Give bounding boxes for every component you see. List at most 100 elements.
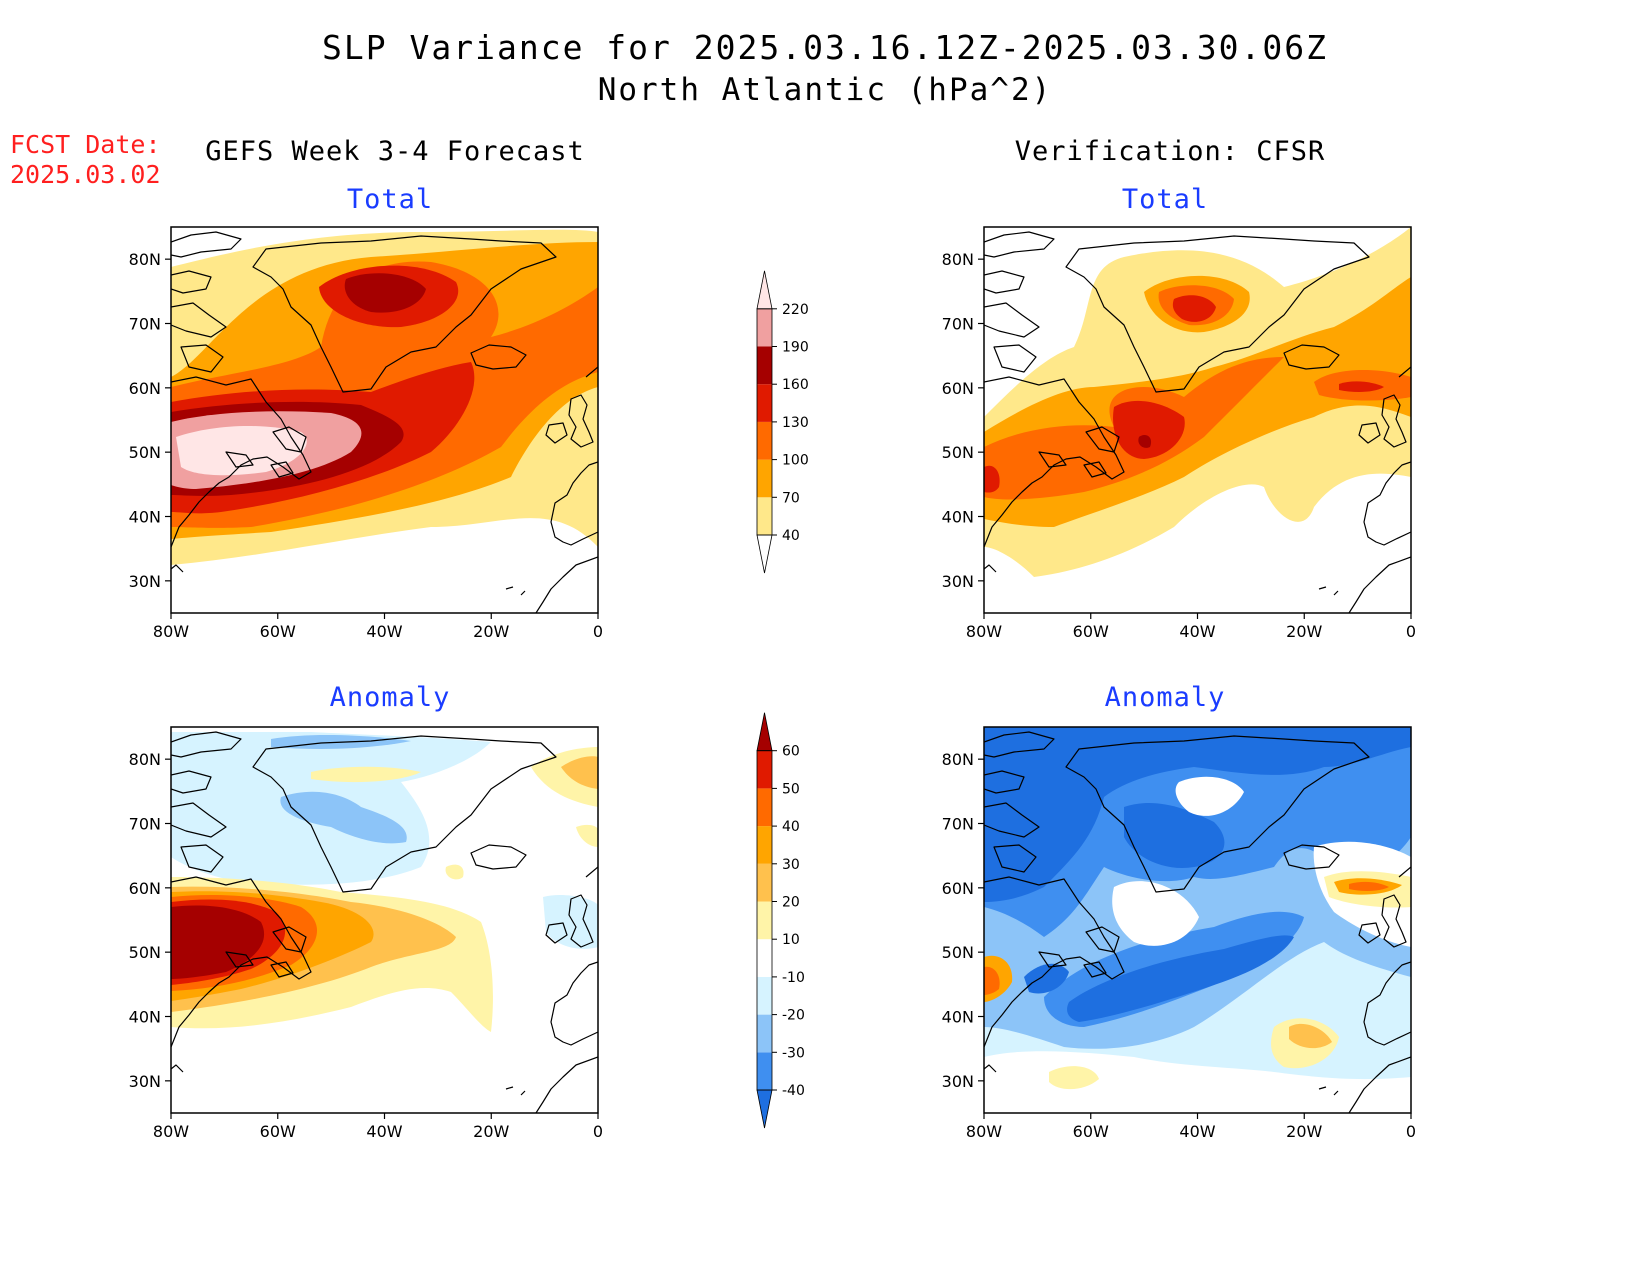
fcst-date-value: 2025.03.02 [10,160,161,189]
lon-tick-label: 0 [593,1122,603,1141]
colorbar-level-label: 70 [782,490,800,506]
lon-tick-label: 60W [260,1122,296,1141]
lat-tick-label: 40N [942,1008,974,1027]
lat-tick-label: 50N [129,943,161,962]
lat-tick-label: 30N [942,1072,974,1091]
contour-plus40-west [984,966,1000,995]
contour-plus40-e [1349,881,1389,892]
colorbar-band [757,497,772,535]
lon-tick-label: 60W [1073,1122,1109,1141]
contour-minus40 [984,727,1411,902]
contour-neutral-2 [1175,776,1244,816]
contour-130-greenland [1172,295,1216,322]
colorbar-band [757,976,772,1015]
colorbar-band [757,1052,772,1090]
colorbar-band [757,826,772,864]
colorbar-band [757,939,772,977]
lon-tick-label: 40W [1179,1122,1215,1141]
map-panel-verification-anomaly [983,726,1412,1114]
colorbar-level-label: 40 [782,819,800,835]
colorbar-band [757,863,772,902]
right-column-header: Verification: CFSR [1014,136,1326,167]
lon-tick-label: 60W [260,622,296,641]
lat-tick-label: 30N [129,572,161,591]
lon-tick-label: 80W [966,1122,1002,1141]
axes-layer: 80N 70N 60N 50N 40N 30N 80W 60W 40W 20W 0 80N 70N 60N… [129,250,1416,1141]
contour-160 [1138,435,1152,448]
contour-plus10-east [576,824,598,847]
colorbar-level-label: -20 [782,1008,805,1024]
contour-130-west [984,465,1000,493]
colorbar-band [757,750,772,789]
colorbar-top-arrow [756,270,773,310]
panel-label-top-right: Total [1121,184,1209,215]
lat-tick-label: 80N [129,750,161,769]
panel-label-bottom-right: Anomaly [1104,682,1226,713]
lat-tick-label: 80N [942,250,974,269]
colorbar-level-label: 100 [782,453,809,469]
lat-tick-label: 30N [129,1072,161,1091]
contour-plus10-ne [311,766,421,783]
contour-plus10-small [445,864,464,880]
colorbar-band [757,421,772,460]
lon-tick-label: 80W [153,1122,189,1141]
lat-tick-label: 40N [129,508,161,527]
lat-tick-label: 80N [129,250,161,269]
lon-tick-label: 40W [366,1122,402,1141]
colorbar-level-label: 50 [782,781,800,797]
colorbar-band [757,308,772,347]
lon-tick-label: 80W [153,622,189,641]
lon-tick-label: 20W [1286,622,1322,641]
fcst-date-label: FCST Date: [10,130,161,159]
lat-tick-label: 60N [129,879,161,898]
colorbar-level-label: 190 [782,340,809,356]
lon-tick-label: 80W [966,622,1002,641]
colorbar-level-label: -10 [782,970,805,986]
colorbar-band [757,384,772,422]
colorbar-level-label: 220 [782,302,809,318]
colorbar-level-label: -40 [782,1083,805,1099]
colorbar-bottom-arrow [756,534,773,574]
lat-tick-label: 70N [129,315,161,334]
lat-tick-label: 70N [129,815,161,834]
colorbar-band [757,1014,772,1053]
panel-label-bottom-left: Anomaly [329,682,451,713]
contour-160-greenland [344,273,426,313]
contour-130 [1113,400,1185,459]
lat-tick-label: 40N [942,508,974,527]
colorbar-level-label: 130 [782,415,809,431]
contour-neutral-4 [984,1051,1411,1113]
contour-minus40-sw [1024,963,1069,994]
contour-plus30-ne [561,756,598,789]
map-panel-verification-total [983,226,1412,614]
contour-neutral-1 [1112,881,1199,946]
lat-tick-label: 70N [942,815,974,834]
colorbar-level-label: 10 [782,932,800,948]
contour-minus10-east [543,894,598,949]
contour-plus10-sw [1049,1066,1099,1090]
contour-minus40-band [1067,935,1294,1022]
colorbar-band [757,788,772,827]
colorbar-level-label: -30 [782,1045,805,1061]
lon-tick-label: 20W [473,622,509,641]
contour-130-east [1339,381,1384,392]
lon-tick-label: 0 [1406,622,1416,641]
colorbar-band [757,459,772,498]
colorbar-band [757,346,772,385]
lat-tick-label: 50N [129,443,161,462]
lon-tick-label: 20W [473,1122,509,1141]
lat-tick-label: 30N [942,572,974,591]
lon-tick-label: 60W [1073,622,1109,641]
colorbar-anomaly: -40 -30 -20 -10 10 20 30 40 50 60 [756,712,805,1129]
colorbar-total: 40 70 100 130 160 190 220 [756,270,809,574]
colorbar-bottom-arrow [756,1089,773,1129]
lat-tick-label: 40N [129,1008,161,1027]
contour-plus60 [171,905,265,979]
lon-tick-label: 0 [1406,1122,1416,1141]
figure-title: SLP Variance for 2025.03.16.12Z-2025.03.… [322,28,1328,67]
contour-minus40-mid [1124,802,1225,868]
lat-tick-label: 50N [942,443,974,462]
lon-tick-label: 0 [593,622,603,641]
figure-subtitle: North Atlantic (hPa^2) [597,72,1053,108]
lat-tick-label: 80N [942,750,974,769]
